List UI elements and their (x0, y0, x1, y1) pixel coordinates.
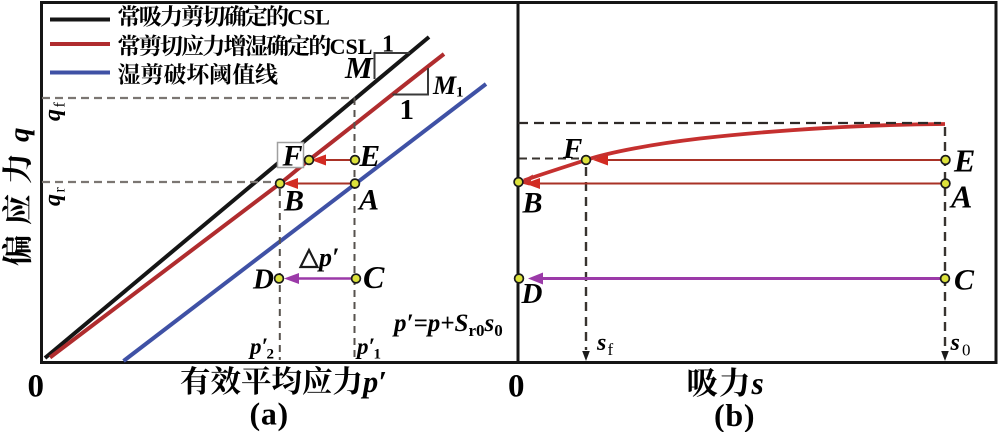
svg-text:f: f (52, 102, 69, 108)
svg-text:1: 1 (382, 32, 394, 58)
svg-text:s: s (751, 366, 764, 401)
svg-text:B: B (522, 187, 543, 220)
svg-text:A: A (357, 184, 379, 217)
svg-text:C: C (954, 264, 975, 297)
svg-text:C: C (363, 259, 385, 295)
svg-text:D: D (252, 264, 274, 296)
svg-text:p′: p′ (355, 334, 375, 359)
svg-text:E: E (953, 143, 975, 179)
svg-text:p′=p+Sr0s0: p′=p+Sr0s0 (392, 310, 503, 340)
svg-text:p′: p′ (248, 334, 268, 359)
svg-text:0: 0 (28, 369, 45, 405)
svg-text:s: s (950, 330, 960, 356)
svg-text:q: q (40, 109, 66, 121)
svg-text:q: q (40, 194, 66, 206)
svg-text:1: 1 (374, 347, 382, 363)
svg-text:M: M (344, 50, 374, 85)
svg-text:f: f (608, 340, 614, 359)
svg-text:CSL: CSL (330, 34, 373, 59)
svg-text:p′: p′ (317, 243, 339, 272)
svg-text:A: A (949, 179, 972, 215)
svg-text:1: 1 (400, 94, 415, 126)
svg-text:(a): (a) (250, 396, 289, 432)
svg-text:2: 2 (267, 347, 275, 363)
svg-text:0: 0 (508, 369, 525, 405)
svg-text:1: 1 (456, 85, 464, 101)
svg-text:r: r (52, 187, 69, 193)
svg-text:CSL: CSL (287, 5, 330, 30)
svg-text:E: E (359, 138, 381, 173)
svg-text:q: q (4, 128, 36, 143)
svg-text:(b): (b) (714, 397, 755, 432)
svg-text:s: s (596, 330, 606, 356)
svg-text:F: F (562, 133, 582, 165)
svg-text:D: D (521, 278, 543, 310)
svg-text:M: M (432, 71, 457, 100)
svg-text:B: B (283, 185, 304, 218)
svg-text:p′: p′ (360, 365, 387, 399)
svg-text:F: F (282, 140, 303, 173)
svg-text:0: 0 (962, 341, 971, 360)
